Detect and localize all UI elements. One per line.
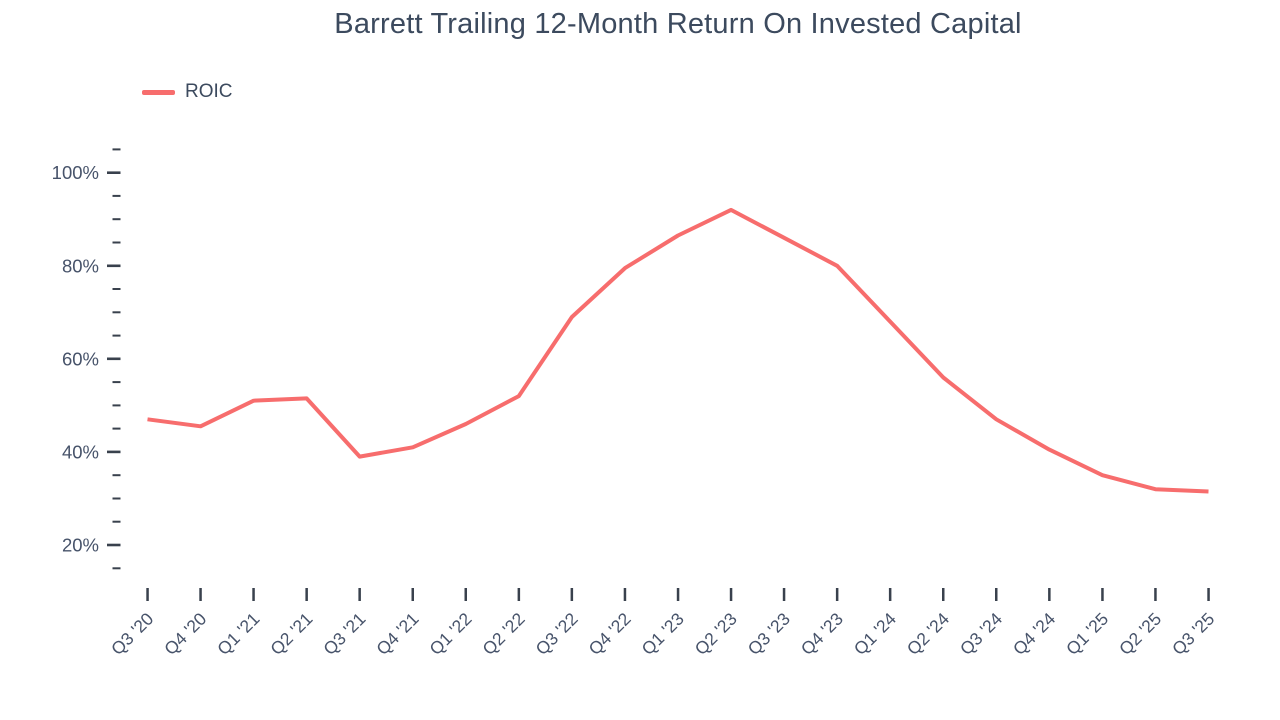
legend: ROIC [142, 81, 233, 103]
x-axis-tick-label: Q4 '24 [1009, 608, 1059, 658]
y-axis-minor-tick [112, 194, 121, 197]
y-axis-minor-tick [112, 241, 121, 244]
x-axis-tick [199, 588, 202, 601]
x-axis-tick [942, 588, 945, 601]
y-axis-minor-tick [112, 404, 121, 407]
roic-series-line [147, 207, 1209, 494]
y-axis-major-tick [107, 357, 121, 361]
x-axis-tick [888, 588, 892, 601]
x-axis-tick [464, 588, 467, 601]
y-axis-tick-label: 40% [62, 441, 99, 462]
y-axis-minor-tick [112, 311, 121, 314]
x-axis-tick-label: Q2 '22 [478, 609, 528, 659]
legend-line-swatch-icon [142, 89, 175, 95]
y-axis-major-tick [107, 450, 121, 454]
x-axis-tick [729, 588, 733, 601]
y-axis-major-tick [107, 543, 121, 547]
y-axis-tick-label: 80% [62, 255, 99, 276]
y-axis-minor-tick [112, 334, 121, 337]
x-axis-tick [570, 588, 574, 601]
x-axis-tick [305, 588, 308, 601]
x-axis-tick-label: Q1 '22 [425, 609, 475, 659]
y-axis-tick-label: 20% [62, 535, 99, 556]
x-axis-tick [623, 588, 627, 601]
x-axis-tick-label: Q4 '23 [797, 609, 847, 659]
x-axis-tick-label: Q1 '25 [1062, 609, 1112, 659]
x-axis-tick [358, 588, 361, 601]
x-axis-tick [782, 588, 786, 601]
y-axis-minor-tick [112, 288, 121, 290]
x-axis-tick-label: Q2 '23 [691, 609, 741, 659]
x-axis-tick-label: Q1 '24 [850, 608, 900, 658]
x-axis-tick [835, 588, 839, 601]
x-axis-tick-label: Q3 '25 [1168, 609, 1218, 659]
y-axis-minor-tick [112, 381, 121, 384]
y-axis-minor-tick [112, 497, 121, 500]
x-axis-tick [411, 588, 414, 601]
y-axis-major-tick [107, 171, 121, 174]
x-axis-tick-label: Q1 '23 [638, 609, 688, 659]
y-axis-tick-label: 100% [52, 162, 99, 183]
x-axis-tick [1048, 588, 1051, 601]
x-axis-tick-label: Q2 '25 [1115, 609, 1165, 659]
x-axis-tick-label: Q2 '21 [266, 609, 316, 659]
x-axis-tick [1101, 588, 1104, 601]
x-axis-tick-label: Q3 '20 [107, 608, 157, 658]
y-axis-major-tick [107, 264, 121, 268]
x-axis-tick-label: Q3 '22 [532, 609, 582, 659]
x-axis-tick-label: Q2 '24 [903, 608, 953, 658]
x-axis-tick-label: Q4 '20 [160, 608, 210, 658]
x-axis-tick [252, 588, 255, 601]
x-axis-tick-label: Q3 '24 [956, 608, 1006, 658]
y-axis-tick-label: 60% [62, 348, 99, 369]
x-axis-tick-label: Q3 '21 [319, 609, 369, 659]
x-axis-tick-label: Q4 '21 [372, 609, 422, 659]
x-axis-tick-label: Q4 '22 [585, 609, 635, 659]
y-axis-minor-tick [112, 148, 121, 151]
x-axis-tick [517, 588, 521, 601]
chart-title: Barrett Trailing 12-Month Return On Inve… [334, 8, 1022, 40]
y-axis-minor-tick [112, 567, 121, 570]
y-axis-minor-tick [112, 474, 121, 477]
y-axis-minor-tick [112, 218, 121, 221]
y-axis-minor-tick [112, 427, 121, 430]
y-axis-minor-tick [112, 520, 121, 523]
legend-item-roic-label: ROIC [185, 81, 233, 102]
x-axis-tick [676, 588, 680, 601]
x-axis-tick [146, 588, 149, 601]
x-axis-tick [995, 588, 998, 601]
x-axis-tick [1207, 588, 1210, 601]
x-axis-tick-label: Q3 '23 [744, 609, 794, 659]
x-axis-tick [1154, 588, 1157, 601]
x-axis-tick-label: Q1 '21 [213, 609, 263, 659]
